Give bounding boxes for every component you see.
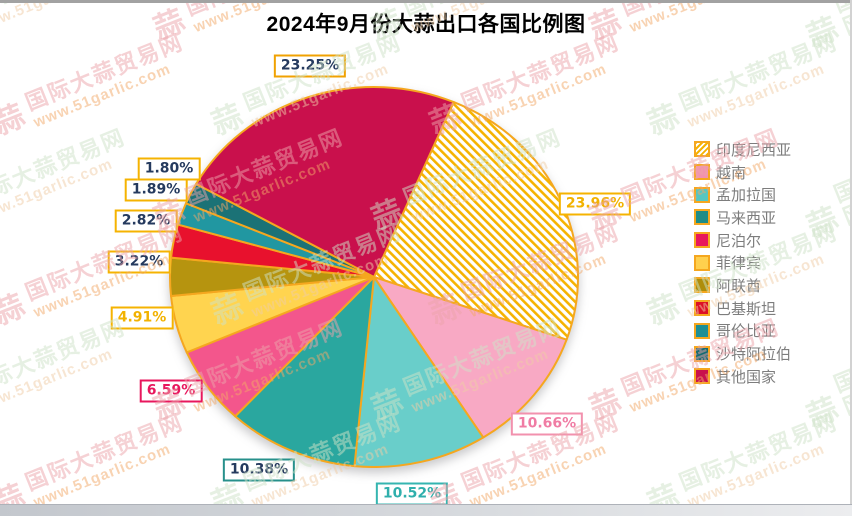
- slice-percentage-label: 1.89%: [124, 178, 188, 202]
- legend-swatch: [694, 186, 710, 203]
- legend-swatch: [694, 232, 710, 249]
- legend-label: 越南: [716, 164, 747, 182]
- legend-item[interactable]: 沙特阿拉伯: [694, 342, 791, 365]
- legend-swatch: [694, 345, 710, 362]
- legend-label: 孟加拉国: [716, 187, 777, 205]
- legend-swatch: [694, 322, 710, 339]
- legend-label: 尼泊尔: [716, 232, 762, 250]
- legend-label: 哥伦比亚: [716, 323, 777, 341]
- legend-item[interactable]: 菲律宾: [694, 251, 791, 274]
- legend-label: 印度尼西亚: [716, 141, 792, 159]
- chart-title: 2024年9月份大蒜出口各国比例图: [266, 13, 586, 36]
- pie-slice-11[interactable]: [195, 86, 455, 278]
- legend-swatch: [694, 368, 710, 385]
- legend-item[interactable]: 阿联酋: [694, 274, 791, 297]
- legend-label: 阿联酋: [716, 277, 762, 295]
- legend-swatch: [694, 254, 710, 271]
- legend-swatch: [694, 164, 710, 181]
- legend-label: 沙特阿拉伯: [716, 346, 792, 364]
- legend-item[interactable]: 印度尼西亚: [694, 138, 791, 161]
- legend-label: 其他国家: [716, 368, 777, 386]
- slice-percentage-label: 10.38%: [222, 458, 296, 482]
- legend-swatch: [694, 141, 710, 158]
- slice-percentage-label: 23.96%: [558, 192, 632, 216]
- legend: 印度尼西亚越南孟加拉国马来西亚尼泊尔菲律宾阿联酋巴基斯坦哥伦比亚沙特阿拉伯其他国…: [694, 138, 791, 388]
- legend-item[interactable]: 越南: [694, 161, 791, 184]
- slice-percentage-label: 6.59%: [139, 379, 203, 403]
- window-top-edge: [0, 0, 852, 3]
- legend-item[interactable]: 其他国家: [694, 365, 791, 388]
- slice-percentage-label: 10.66%: [510, 412, 584, 436]
- legend-label: 菲律宾: [716, 255, 762, 273]
- legend-item[interactable]: 孟加拉国: [694, 183, 791, 206]
- legend-swatch: [694, 300, 710, 317]
- legend-swatch: [694, 277, 710, 294]
- slice-percentage-label: 3.22%: [107, 250, 171, 274]
- legend-item[interactable]: 哥伦比亚: [694, 320, 791, 343]
- legend-item[interactable]: 马来西亚: [694, 206, 791, 229]
- pie-slice-3[interactable]: [353, 276, 485, 468]
- pie-slice-4[interactable]: [234, 276, 375, 468]
- legend-swatch: [694, 209, 710, 226]
- legend-label: 巴基斯坦: [716, 300, 777, 318]
- legend-label: 马来西亚: [716, 209, 777, 227]
- pie-slice-2[interactable]: [373, 276, 568, 439]
- slice-percentage-label: 1.80%: [137, 157, 201, 181]
- window-bottom-edge: [0, 504, 852, 516]
- slice-percentage-label: 10.52%: [375, 482, 449, 506]
- slice-percentage-label: 23.25%: [273, 54, 347, 78]
- window-right-edge: [850, 0, 852, 516]
- legend-item[interactable]: 尼泊尔: [694, 229, 791, 252]
- slice-percentage-label: 2.82%: [114, 209, 178, 233]
- slice-percentage-label: 4.91%: [110, 306, 174, 330]
- legend-item[interactable]: 巴基斯坦: [694, 297, 791, 320]
